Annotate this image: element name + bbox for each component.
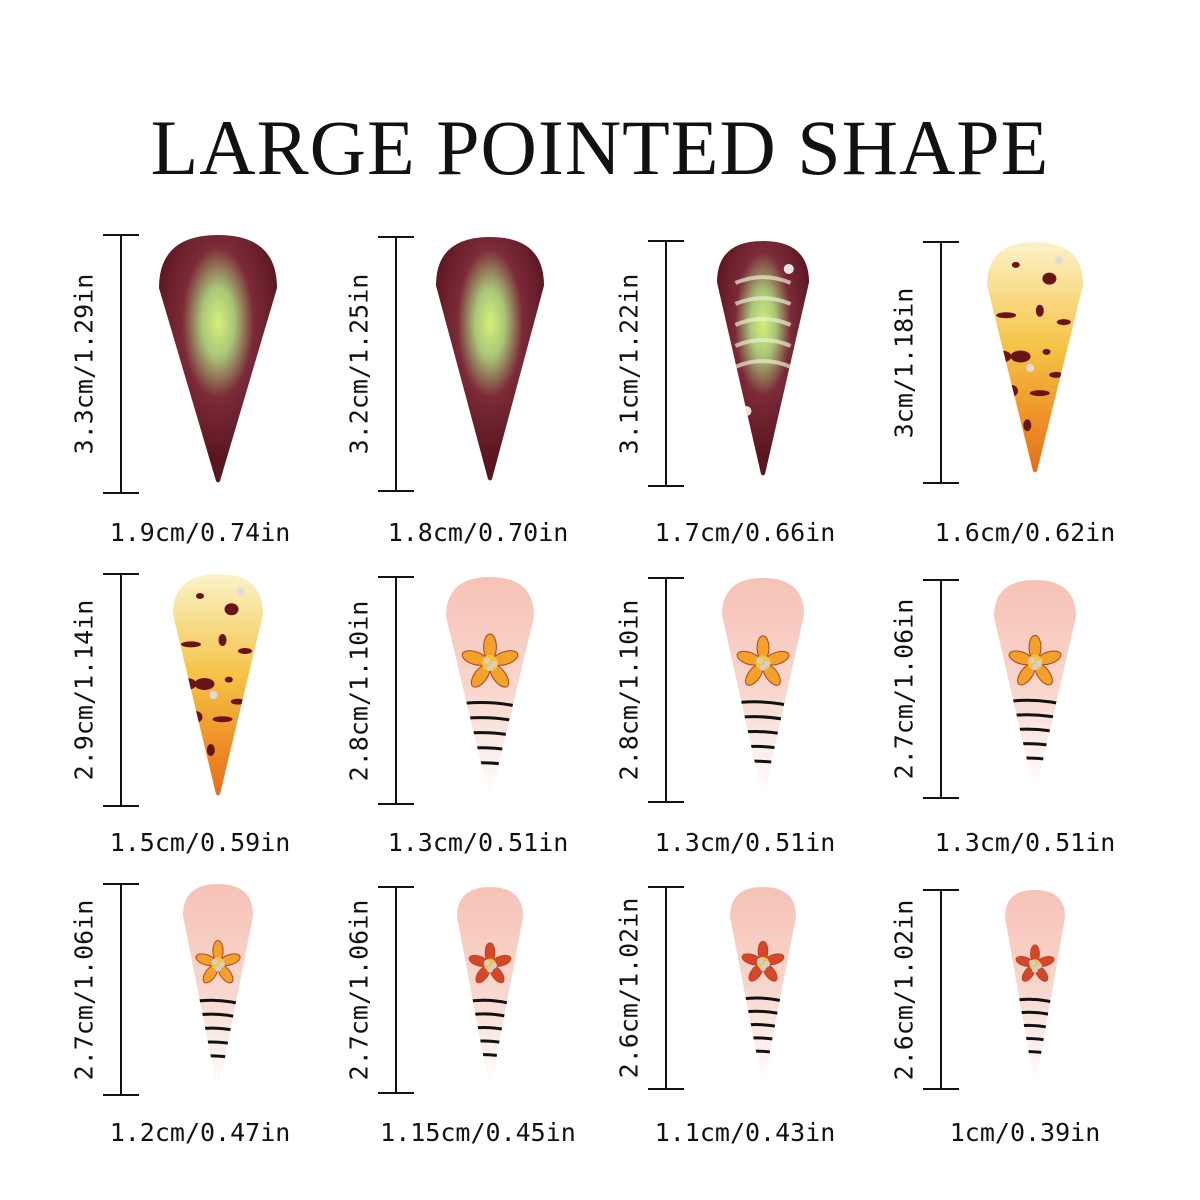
nail-length-label: 2.7cm/1.06in xyxy=(69,899,99,1080)
nail-length-label: 3.2cm/1.25in xyxy=(344,273,374,455)
nail-picture xyxy=(722,578,804,799)
press-on-nail-image xyxy=(457,887,523,1083)
nail-length-label: 2.8cm/1.10in xyxy=(614,599,644,781)
press-on-nail-image xyxy=(446,577,534,794)
nail-length-label: 3.1cm/1.22in xyxy=(614,273,644,454)
length-bracket xyxy=(378,576,414,805)
nail-picture xyxy=(173,574,263,803)
press-on-nail-image xyxy=(436,237,544,481)
nail-width-label: 1.9cm/0.74in xyxy=(109,518,291,547)
length-bracket xyxy=(378,236,414,492)
page-title: LARGE POINTED SHAPE xyxy=(150,104,1050,191)
press-on-nail-image xyxy=(183,884,253,1085)
press-on-nail-image xyxy=(722,578,804,792)
press-on-nail-image xyxy=(994,580,1076,788)
nail-picture xyxy=(457,887,523,1090)
nail-width-label: 1.7cm/0.66in xyxy=(654,518,836,547)
length-bracket xyxy=(648,240,684,487)
length-bracket xyxy=(103,234,139,494)
nail-length-label: 2.9cm/1.14in xyxy=(69,599,99,781)
press-on-nail-image xyxy=(717,241,809,476)
nail-picture xyxy=(717,241,809,483)
press-on-nail-image xyxy=(987,242,1083,473)
nail-picture xyxy=(436,237,544,488)
nail-length-label: 3cm/1.18in xyxy=(889,287,919,438)
nail-picture xyxy=(183,884,253,1092)
nail-width-label: 1cm/0.39in xyxy=(949,1118,1101,1147)
length-bracket xyxy=(378,886,414,1094)
nail-picture xyxy=(446,577,534,801)
press-on-nail-image xyxy=(730,887,796,1079)
press-on-nail-image xyxy=(173,574,263,796)
nail-width-label: 1.3cm/0.51in xyxy=(654,828,836,857)
nail-width-label: 1.3cm/0.51in xyxy=(934,828,1116,857)
length-bracket xyxy=(923,241,959,484)
length-bracket xyxy=(648,577,684,803)
nail-picture xyxy=(994,580,1076,795)
nail-length-label: 2.7cm/1.06in xyxy=(889,598,919,780)
nail-width-label: 1.2cm/0.47in xyxy=(109,1118,291,1147)
length-bracket xyxy=(923,579,959,799)
nail-picture xyxy=(1005,890,1065,1086)
length-bracket xyxy=(648,886,684,1090)
nail-length-label: 2.6cm/1.02in xyxy=(889,899,919,1080)
nail-picture xyxy=(730,887,796,1086)
length-bracket xyxy=(103,883,139,1096)
nail-length-label: 2.7cm/1.06in xyxy=(344,899,374,1081)
press-on-nail-image xyxy=(1005,890,1065,1079)
press-on-nail-image xyxy=(159,235,277,483)
length-bracket xyxy=(103,573,139,807)
length-bracket xyxy=(923,889,959,1090)
nail-length-label: 2.8cm/1.10in xyxy=(344,600,374,781)
nail-length-label: 2.6cm/1.02in xyxy=(614,897,644,1079)
nail-picture xyxy=(159,235,277,490)
nail-length-label: 3.3cm/1.29in xyxy=(69,273,99,455)
nail-width-label: 1.1cm/0.43in xyxy=(654,1118,836,1147)
nail-width-label: 1.6cm/0.62in xyxy=(934,518,1116,547)
nail-width-label: 1.3cm/0.51in xyxy=(387,828,569,857)
nail-picture xyxy=(987,242,1083,480)
nail-width-label: 1.8cm/0.70in xyxy=(387,518,569,547)
nail-width-label: 1.5cm/0.59in xyxy=(109,828,291,857)
nail-width-label: 1.15cm/0.45in xyxy=(380,1118,576,1147)
